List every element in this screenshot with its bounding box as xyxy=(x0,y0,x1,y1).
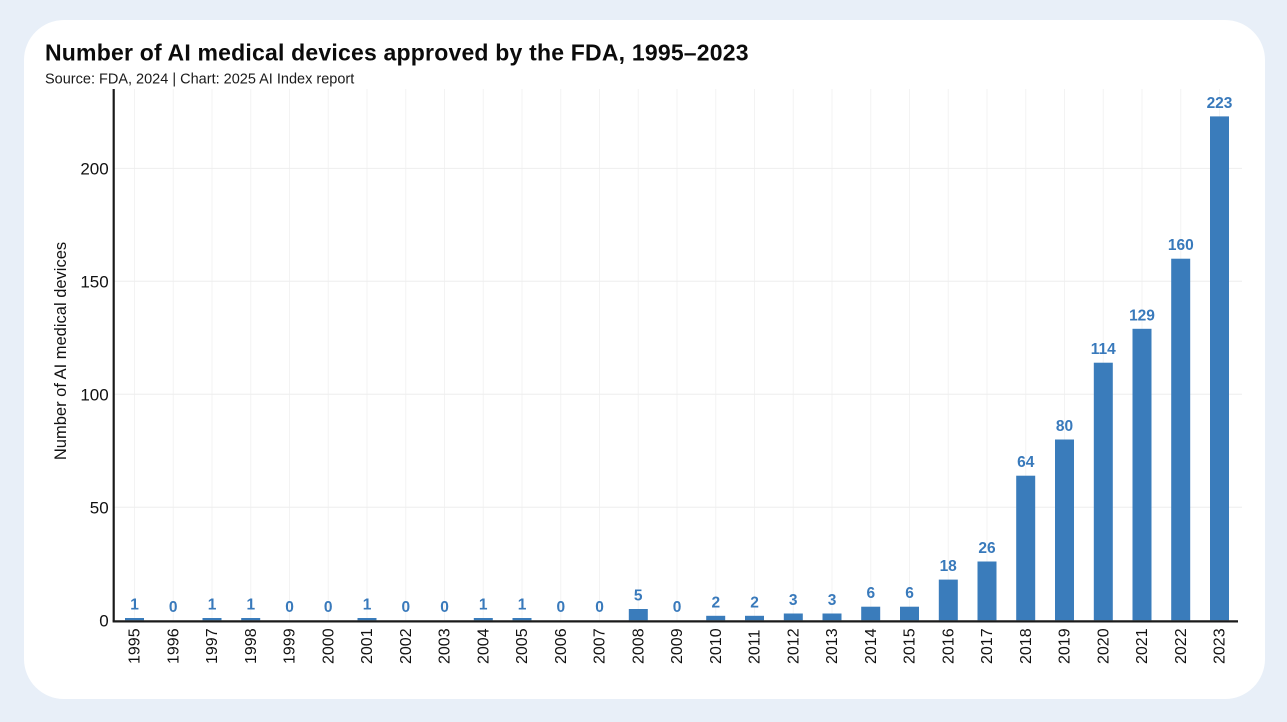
svg-text:Number of AI medical devices: Number of AI medical devices xyxy=(52,242,70,460)
svg-text:2018: 2018 xyxy=(1018,628,1035,664)
svg-text:3: 3 xyxy=(828,592,837,609)
svg-text:2000: 2000 xyxy=(320,628,337,664)
svg-text:0: 0 xyxy=(401,599,410,616)
svg-text:2010: 2010 xyxy=(708,628,725,664)
svg-text:0: 0 xyxy=(673,599,682,616)
svg-text:2: 2 xyxy=(750,594,759,611)
svg-text:0: 0 xyxy=(595,599,604,616)
svg-text:2023: 2023 xyxy=(1212,628,1229,664)
svg-text:114: 114 xyxy=(1091,341,1116,358)
svg-text:2016: 2016 xyxy=(941,628,958,664)
svg-text:0: 0 xyxy=(169,599,178,616)
svg-text:1999: 1999 xyxy=(282,628,299,664)
svg-text:2021: 2021 xyxy=(1134,628,1151,664)
svg-text:2003: 2003 xyxy=(437,628,454,664)
svg-text:2017: 2017 xyxy=(979,628,996,664)
svg-text:1: 1 xyxy=(130,597,139,614)
svg-text:2007: 2007 xyxy=(592,628,609,664)
svg-text:0: 0 xyxy=(556,599,565,616)
svg-text:6: 6 xyxy=(866,585,875,602)
svg-text:2005: 2005 xyxy=(514,628,531,664)
svg-text:18: 18 xyxy=(940,558,958,575)
svg-text:1998: 1998 xyxy=(243,628,260,664)
svg-text:64: 64 xyxy=(1017,454,1035,471)
svg-text:1: 1 xyxy=(518,597,527,614)
svg-text:2013: 2013 xyxy=(824,628,841,664)
svg-text:1995: 1995 xyxy=(127,628,144,664)
svg-text:200: 200 xyxy=(80,159,108,178)
svg-text:Number of AI medical devices a: Number of AI medical devices approved by… xyxy=(45,40,749,66)
svg-text:2009: 2009 xyxy=(669,628,686,664)
svg-text:160: 160 xyxy=(1168,237,1194,254)
svg-text:5: 5 xyxy=(634,588,643,605)
svg-text:0: 0 xyxy=(285,599,294,616)
svg-text:2014: 2014 xyxy=(863,628,880,664)
svg-text:2008: 2008 xyxy=(631,628,648,664)
svg-text:Source: FDA, 2024 | Chart: 202: Source: FDA, 2024 | Chart: 2025 AI Index… xyxy=(45,72,354,88)
svg-text:1: 1 xyxy=(208,597,217,614)
svg-text:26: 26 xyxy=(978,540,996,557)
svg-text:3: 3 xyxy=(789,592,798,609)
svg-text:2006: 2006 xyxy=(553,628,570,664)
svg-text:2022: 2022 xyxy=(1173,628,1190,664)
svg-text:1996: 1996 xyxy=(165,628,182,664)
svg-text:1: 1 xyxy=(479,597,488,614)
svg-text:2004: 2004 xyxy=(475,628,492,664)
svg-text:6: 6 xyxy=(905,585,914,602)
svg-text:129: 129 xyxy=(1129,307,1155,324)
svg-text:2002: 2002 xyxy=(398,628,415,664)
svg-text:50: 50 xyxy=(90,498,109,517)
svg-text:223: 223 xyxy=(1207,95,1233,112)
svg-text:1997: 1997 xyxy=(204,628,221,664)
svg-text:2020: 2020 xyxy=(1096,628,1113,664)
svg-text:2001: 2001 xyxy=(359,628,376,664)
svg-text:1: 1 xyxy=(363,597,372,614)
svg-text:2: 2 xyxy=(711,594,720,611)
svg-text:80: 80 xyxy=(1056,418,1073,435)
svg-text:0: 0 xyxy=(324,599,333,616)
svg-text:2011: 2011 xyxy=(747,629,764,664)
svg-text:2012: 2012 xyxy=(786,628,803,664)
svg-text:0: 0 xyxy=(99,611,108,630)
svg-text:1: 1 xyxy=(246,597,255,614)
svg-text:2015: 2015 xyxy=(902,628,919,664)
svg-text:100: 100 xyxy=(80,385,108,404)
svg-text:2019: 2019 xyxy=(1057,628,1074,664)
svg-text:0: 0 xyxy=(440,599,449,616)
svg-text:150: 150 xyxy=(80,272,108,291)
